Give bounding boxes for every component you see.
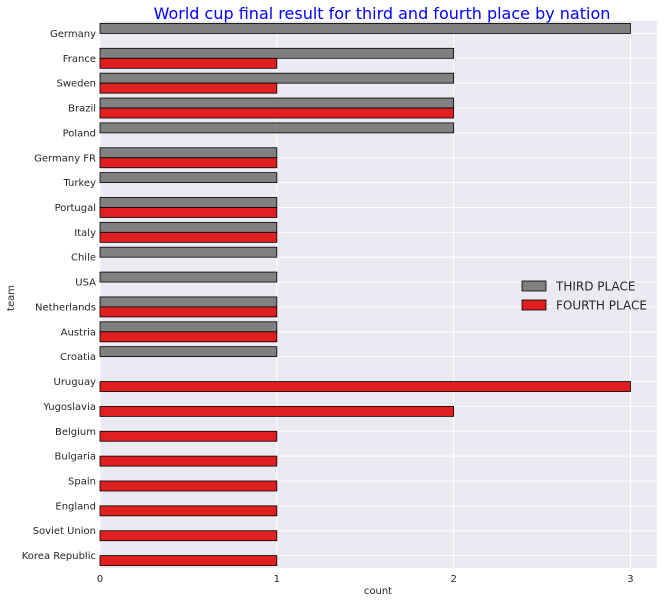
bar-fourth-place [99,207,278,218]
bar-fourth-place [99,530,278,542]
y-tick-label: Turkey [62,178,96,189]
legend: THIRD PLACE FOURTH PLACE [521,280,647,313]
y-tick-label: England [55,501,96,512]
y-tick-label: Korea Republic [22,551,96,562]
y-tick-label: Austria [61,327,96,338]
y-axis-label: team [6,285,17,311]
y-tick-label: Chile [71,253,96,264]
bar-fourth-place [99,82,278,94]
legend-label: FOURTH PLACE [556,299,647,313]
bar-third-place [99,346,278,358]
bar-fourth-place [99,381,631,392]
bar-third-place [99,47,455,59]
chart-title: World cup final result for third and fou… [154,4,611,23]
y-tick-label: Sweden [56,79,96,90]
bar-third-place [99,147,278,159]
x-tick-label: 0 [97,574,103,585]
legend-swatch [521,280,547,292]
bar-fourth-place [99,57,278,69]
bar-fourth-place [99,455,278,467]
bar-fourth-place [99,331,278,343]
bar-third-place [99,197,278,208]
y-tick-labels: Germany France Sweden Brazil Poland Germany F… [22,29,96,562]
bar-third-place [99,221,278,233]
bar-third-place [99,122,455,134]
bar-fourth-place [99,157,278,169]
x-tick-labels: 0 1 2 3 [97,574,634,585]
y-tick-label: Germany [50,29,96,40]
x-axis-label: count [364,586,392,597]
bar-third-place [99,321,278,333]
y-tick-label: Spain [68,476,96,487]
x-tick-label: 3 [627,574,633,585]
bar-third-place [99,172,278,184]
y-tick-label: France [63,54,96,65]
y-tick-label: Yugoslavia [42,402,96,413]
y-tick-label: Bulgaria [55,452,96,463]
legend-swatch [521,299,547,311]
x-tick-label: 1 [274,574,280,585]
y-tick-label: Portugal [55,203,96,214]
y-tick-label: Poland [63,128,96,139]
bar-fourth-place [99,306,278,318]
y-tick-label: Uruguay [54,377,97,388]
bar-third-place [99,246,278,258]
bar-fourth-place [99,505,278,517]
y-tick-label: USA [75,278,96,289]
bar-fourth-place [99,555,278,566]
x-tick-label: 2 [450,574,456,585]
y-tick-label: Soviet Union [33,526,96,537]
bar-third-place [99,72,455,84]
bar-third-place [99,23,631,34]
bar-third-place [99,97,455,109]
bar-fourth-place [99,405,455,417]
legend-label: THIRD PLACE [555,280,635,294]
bar-fourth-place [99,430,278,442]
bar-third-place [99,271,278,283]
y-tick-label: Germany FR [34,153,96,164]
y-tick-label: Italy [74,228,96,239]
y-tick-label: Brazil [68,104,96,115]
y-tick-label: Belgium [55,427,96,438]
bar-third-place [99,296,278,308]
y-tick-label: Croatia [60,352,96,363]
bar-fourth-place [99,107,455,119]
y-tick-label: Netherlands [35,302,96,313]
bar-fourth-place [99,231,278,243]
bar-fourth-place [99,480,278,492]
bars [99,23,631,566]
